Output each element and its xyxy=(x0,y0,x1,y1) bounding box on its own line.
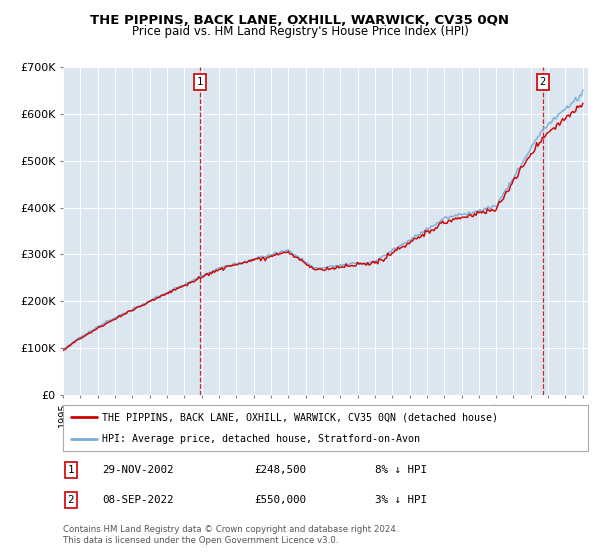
Text: Price paid vs. HM Land Registry's House Price Index (HPI): Price paid vs. HM Land Registry's House … xyxy=(131,25,469,39)
Text: HPI: Average price, detached house, Stratford-on-Avon: HPI: Average price, detached house, Stra… xyxy=(103,435,421,444)
Text: 3% ↓ HPI: 3% ↓ HPI xyxy=(376,496,427,506)
Text: £550,000: £550,000 xyxy=(254,496,307,506)
Text: 29-NOV-2002: 29-NOV-2002 xyxy=(103,465,174,475)
Text: £248,500: £248,500 xyxy=(254,465,307,475)
Text: 2: 2 xyxy=(68,496,74,506)
Text: Contains HM Land Registry data © Crown copyright and database right 2024.
This d: Contains HM Land Registry data © Crown c… xyxy=(63,525,398,545)
Text: THE PIPPINS, BACK LANE, OXHILL, WARWICK, CV35 0QN (detached house): THE PIPPINS, BACK LANE, OXHILL, WARWICK,… xyxy=(103,412,499,422)
Text: 2: 2 xyxy=(539,77,546,87)
Text: 1: 1 xyxy=(68,465,74,475)
Text: THE PIPPINS, BACK LANE, OXHILL, WARWICK, CV35 0QN: THE PIPPINS, BACK LANE, OXHILL, WARWICK,… xyxy=(91,14,509,27)
Text: 8% ↓ HPI: 8% ↓ HPI xyxy=(376,465,427,475)
Text: 08-SEP-2022: 08-SEP-2022 xyxy=(103,496,174,506)
Text: 1: 1 xyxy=(197,77,203,87)
